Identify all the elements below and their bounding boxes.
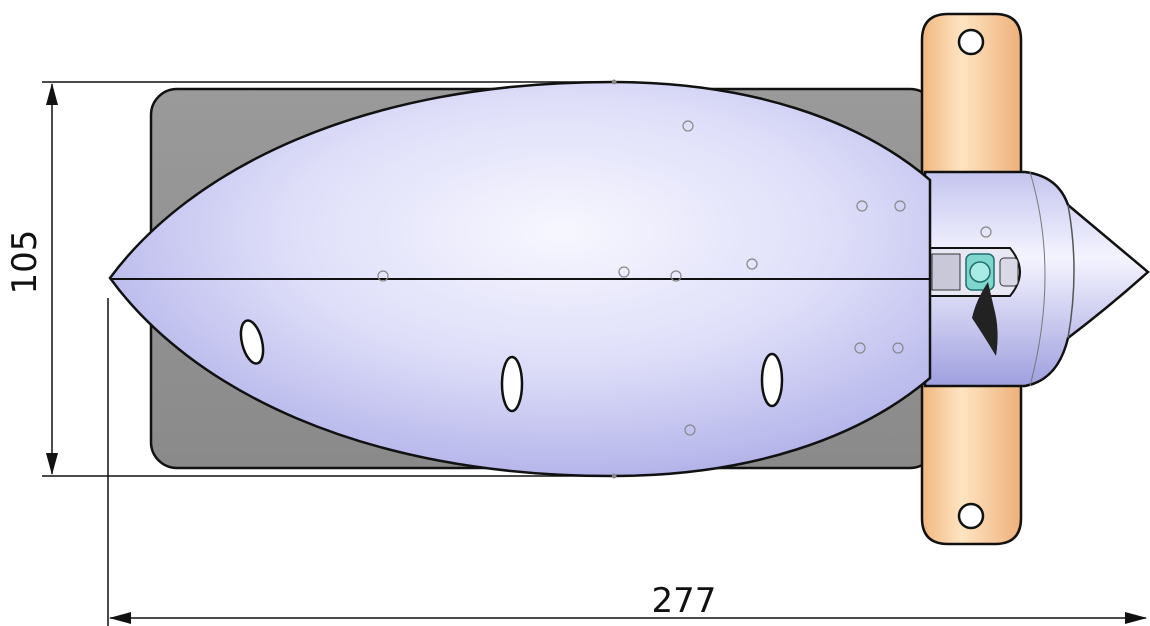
propeller-blade — [972, 282, 998, 356]
vent-slot — [500, 355, 524, 413]
length-dimension: 277 — [107, 298, 1147, 626]
length-dimension-label: 277 — [652, 581, 717, 621]
hull — [108, 79, 992, 479]
mechanism-window — [925, 247, 1021, 356]
vent-slot — [760, 352, 784, 408]
mounting-hole-bottom — [957, 502, 985, 530]
vent-slot — [239, 319, 265, 365]
mounting-hole-top — [957, 28, 985, 56]
sensor-pod — [923, 170, 1150, 388]
height-dimension: 105 — [5, 81, 612, 477]
height-dimension-label: 105 — [5, 230, 45, 295]
